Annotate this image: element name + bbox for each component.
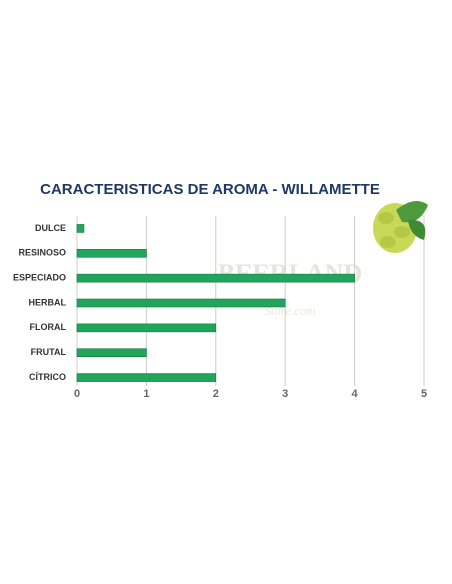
chart-title: CARACTERISTICAS DE AROMA - WILLAMETTE <box>40 181 380 198</box>
x-tick-label: 5 <box>421 388 427 400</box>
y-tick-label: RESINOSO <box>18 248 66 258</box>
hop-icon <box>373 201 428 253</box>
y-tick-label: DULCE <box>35 223 66 233</box>
x-tick-label: 2 <box>213 388 219 400</box>
bar <box>76 248 147 258</box>
y-tick-label: ESPECIADO <box>13 273 66 283</box>
bar <box>76 298 286 308</box>
x-tick-label: 1 <box>143 388 149 400</box>
y-tick-label: FLORAL <box>30 322 67 332</box>
x-tick-label: 4 <box>352 388 359 400</box>
y-tick-label: CÍTRICO <box>29 372 66 382</box>
bar <box>76 348 147 358</box>
bar <box>76 224 85 233</box>
bar <box>76 323 217 333</box>
x-tick-label: 0 <box>74 388 80 400</box>
bar <box>76 273 355 283</box>
bar <box>76 373 217 382</box>
y-tick-label: HERBAL <box>29 297 67 307</box>
x-tick-label: 3 <box>282 388 288 400</box>
watermark-brand: BEERLAND <box>218 259 362 288</box>
y-tick-label: FRUTAL <box>31 347 67 357</box>
